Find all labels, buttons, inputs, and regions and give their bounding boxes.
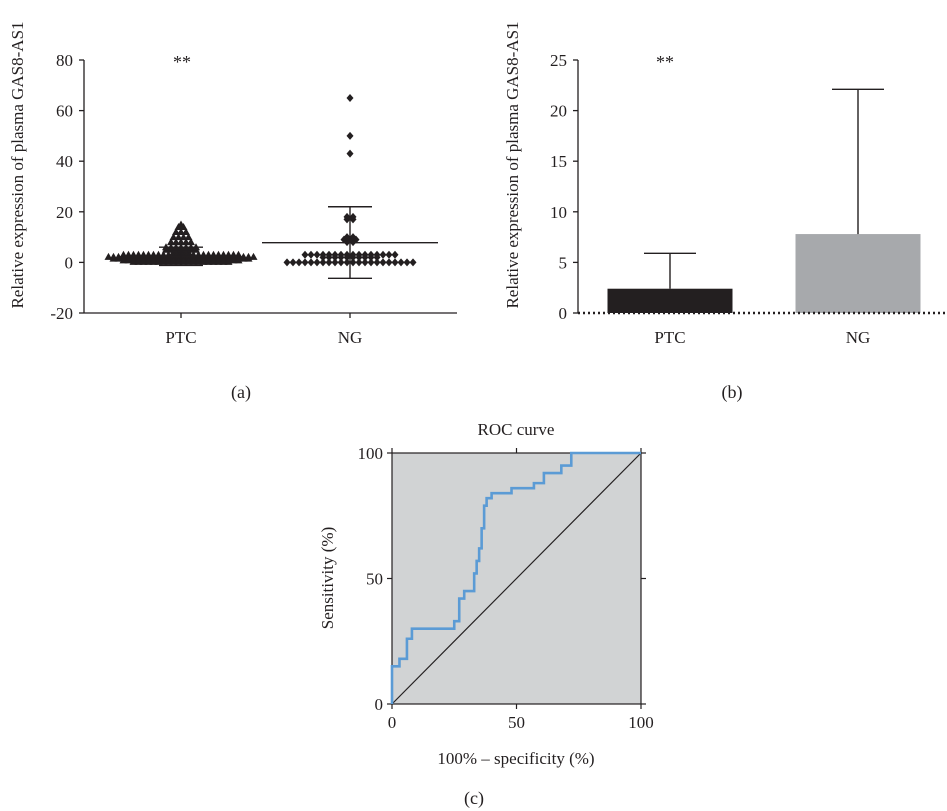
panel-a-ng-point	[331, 250, 339, 259]
panel-a-ng-point	[346, 131, 354, 140]
panel-a-ng-point	[343, 258, 351, 267]
panel-a-y-tick-label: 60	[56, 102, 73, 121]
panel-b-y-axis-label: Relative expression of plasma GAS8-AS1	[503, 21, 522, 308]
panel-a-ng-point	[307, 250, 315, 259]
panel-a-ptc-point	[234, 256, 243, 264]
panel-c-caption: (c)	[464, 788, 484, 809]
panel-a-ng-point	[373, 258, 381, 267]
panel-b: Relative expression of plasma GAS8-AS1 0…	[503, 21, 947, 403]
panel-a-ng-point	[319, 258, 327, 267]
panel-a-ptc-point	[249, 252, 258, 260]
panel-b-x-tick-ptc: PTC	[654, 328, 685, 347]
panel-b-significance: **	[656, 52, 674, 72]
panel-a-ng-point	[346, 93, 354, 102]
panel-a-ng-point	[343, 233, 351, 242]
panel-a-y-tick-label: 20	[56, 203, 73, 222]
panel-a-ng-point	[343, 212, 351, 221]
panel-a-ng-point	[355, 250, 363, 259]
panel-a-ptc-point	[187, 238, 195, 246]
panel-a-ng-point	[397, 258, 405, 267]
panel-c-roc-curve	[390, 451, 641, 704]
panel-a-ng-point	[313, 258, 321, 267]
panel-b-bar-ptc	[607, 288, 733, 313]
panel-a-ptc-point	[177, 220, 185, 228]
panel-a-ng-point	[346, 149, 354, 158]
panel-a-ng-point	[319, 250, 327, 259]
panel-b-bar-ng	[795, 234, 921, 313]
panel-b-y-tick-label: 20	[550, 102, 567, 121]
panel-a-ng-point	[331, 258, 339, 267]
panel-a-ng-point	[349, 212, 357, 221]
panel-a-ng-point	[343, 250, 351, 259]
panel-a-ng-point	[337, 258, 345, 267]
panel-a-ng-point	[391, 250, 399, 259]
panel-a-ng-point	[361, 250, 369, 259]
panel-b-y-tick-label: 5	[559, 253, 568, 272]
panel-a-ng-point	[373, 250, 381, 259]
panel-b-y-tick-label: 0	[559, 304, 568, 323]
panel-a-ng-point	[289, 258, 297, 267]
panel-a-ng-point	[349, 250, 357, 259]
panel-c-title: ROC curve	[478, 420, 555, 439]
panel-c-x-tick-label: 0	[388, 713, 397, 732]
panel-a-ng-point	[409, 258, 417, 267]
panel-c-y-tick-label: 0	[375, 695, 384, 714]
panel-c-x-axis-label: 100% – specificity (%)	[437, 749, 594, 768]
panel-b-y-tick-label: 25	[550, 51, 567, 70]
panel-a-ng-point	[337, 250, 345, 259]
panel-a-ng-point	[355, 258, 363, 267]
panel-a-ng-point	[307, 258, 315, 267]
panel-c-x-tick-label: 50	[508, 713, 525, 732]
panel-c-y-tick-label: 50	[366, 570, 383, 589]
panel-a-ng-point	[391, 258, 399, 267]
panel-a-ptc-point	[244, 254, 253, 262]
panel-a-ptc-point	[184, 233, 193, 241]
panel-c-y-tick-label: 100	[358, 444, 384, 463]
panel-a-ng-point	[379, 250, 387, 259]
panel-a-ng-point	[325, 258, 333, 267]
panel-a-ng-point	[283, 258, 291, 267]
panel-a-x-tick-ng: NG	[338, 328, 363, 347]
panel-b-caption: (b)	[722, 382, 743, 403]
panel-a-ng-point	[313, 250, 321, 259]
panel-c-x-tick-label: 100	[628, 713, 654, 732]
panel-a-ng-point	[349, 233, 357, 242]
panel-a-y-axis-label: Relative expression of plasma GAS8-AS1	[8, 21, 27, 308]
panel-a-ng-point	[349, 258, 357, 267]
panel-a-y-tick-label: 80	[56, 51, 73, 70]
panel-c: ROC curve 00 50 50 100 100 100% – specificit…	[318, 420, 654, 809]
panel-b-y-tick-label: 15	[550, 152, 567, 171]
panel-a-y-tick-label: 40	[56, 152, 73, 171]
panel-a: Relative expression of plasma GAS8-AS1 -…	[8, 21, 457, 403]
panel-a-ptc-point	[224, 257, 233, 265]
panel-a-ng-point	[295, 258, 303, 267]
panel-a-y-tick-label: 0	[65, 253, 74, 272]
panel-b-y-tick-label: 10	[550, 203, 567, 222]
panel-a-significance: **	[173, 52, 191, 72]
panel-a-caption: (a)	[231, 382, 251, 403]
panel-a-x-tick-ptc: PTC	[165, 328, 196, 347]
panel-c-y-axis-label: Sensitivity (%)	[318, 527, 337, 629]
panel-a-ng-point	[385, 250, 393, 259]
panel-a-ng-point	[325, 250, 333, 259]
panel-a-ng-point	[403, 258, 411, 267]
panel-a-ng-point	[361, 258, 369, 267]
panel-a-ng-point	[301, 250, 309, 259]
panel-a-ng-point	[301, 258, 309, 267]
panel-a-y-tick-label: -20	[50, 304, 73, 323]
panel-a-ng-point	[367, 250, 375, 259]
panel-c-reference-diagonal	[391, 452, 642, 705]
panel-a-ng-point	[379, 258, 387, 267]
panel-b-x-tick-ng: NG	[846, 328, 871, 347]
panel-a-ng-point	[367, 258, 375, 267]
panel-a-ptc-point	[182, 228, 190, 236]
panel-a-ng-point	[385, 258, 393, 267]
